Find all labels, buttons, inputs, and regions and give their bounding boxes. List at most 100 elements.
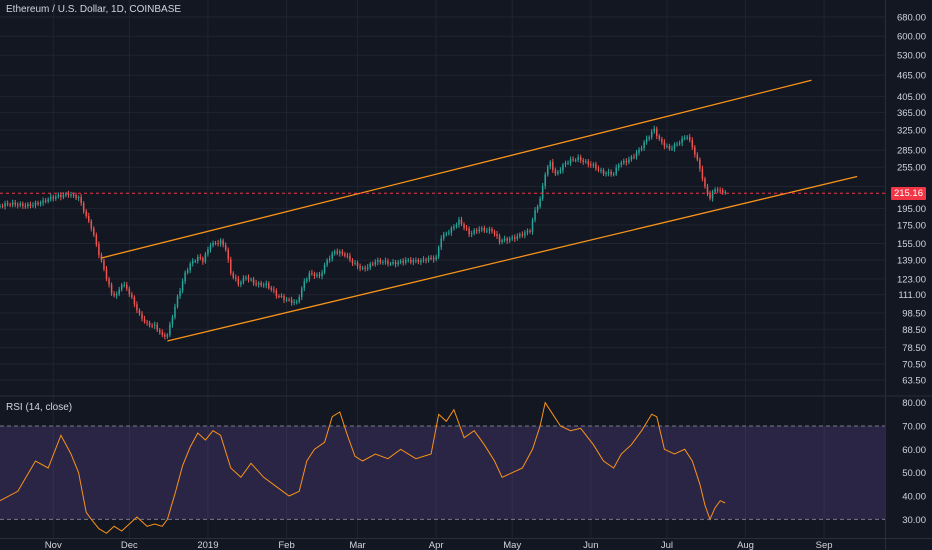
candle-body xyxy=(252,279,255,284)
rsi-tick-label: 50.00 xyxy=(902,468,926,479)
candle-body xyxy=(0,205,1,207)
candle-body xyxy=(47,199,49,202)
candle-body xyxy=(585,161,587,163)
current-price-label: 215.16 xyxy=(890,187,926,201)
candle-body xyxy=(202,258,204,262)
candle-body xyxy=(709,193,711,199)
candle-body xyxy=(75,195,77,199)
candle-body xyxy=(506,238,508,241)
candle-body xyxy=(181,281,184,291)
candle-body xyxy=(257,282,260,285)
candle-body xyxy=(199,256,202,259)
candle-body xyxy=(255,283,257,285)
price-tick-label: 139.00 xyxy=(897,256,926,267)
candle-body xyxy=(115,293,118,296)
candle-body xyxy=(60,194,62,197)
candle-body xyxy=(72,194,75,196)
candle-body xyxy=(242,277,245,283)
candle-body xyxy=(623,160,625,163)
candle-body xyxy=(470,233,473,235)
candle-body xyxy=(179,290,181,297)
candle-body xyxy=(536,206,539,211)
candle-body xyxy=(524,232,526,236)
candle-body xyxy=(539,198,541,207)
candle-body xyxy=(564,162,567,165)
candle-body xyxy=(303,281,306,289)
candle-body xyxy=(554,169,557,174)
candle-body xyxy=(364,267,366,269)
candle-body xyxy=(341,251,344,254)
candle-body xyxy=(640,147,643,150)
candle-body xyxy=(724,191,727,193)
candle-body xyxy=(501,240,503,243)
chart-title: Ethereum / U.S. Dollar, 1D, COINBASE xyxy=(6,4,182,15)
candle-body xyxy=(141,313,143,320)
candle-body xyxy=(465,227,468,229)
candle-body xyxy=(488,229,491,231)
candle-body xyxy=(285,299,288,301)
candle-body xyxy=(430,257,432,259)
candle-body xyxy=(161,332,164,335)
candle-body xyxy=(349,255,351,260)
candle-body xyxy=(369,263,371,268)
candle-body xyxy=(301,288,303,298)
candle-body xyxy=(460,219,463,225)
candle-body xyxy=(331,253,333,259)
candle-body xyxy=(87,215,90,222)
candle-body xyxy=(133,297,136,305)
candle-body xyxy=(455,224,458,227)
candle-body xyxy=(630,156,633,160)
candle-body xyxy=(440,238,442,248)
x-tick-label: Jun xyxy=(583,540,598,550)
candle-body xyxy=(143,319,146,322)
candle-body xyxy=(541,185,544,199)
candle-body xyxy=(158,330,161,333)
candle-body xyxy=(399,260,402,263)
candle-body xyxy=(151,325,153,327)
candle-body xyxy=(219,240,222,244)
candle-body xyxy=(572,159,574,161)
candle-body xyxy=(197,256,199,262)
candle-body xyxy=(110,284,113,294)
candle-body xyxy=(658,135,661,140)
channel-line-upper xyxy=(101,79,812,259)
price-tick-label: 255.00 xyxy=(897,163,926,174)
candle-body xyxy=(615,167,617,175)
candle-body xyxy=(316,274,318,277)
candle-body xyxy=(481,228,483,230)
price-tick-label: 325.00 xyxy=(897,126,926,137)
candle-body xyxy=(458,219,460,225)
candle-body xyxy=(384,260,387,262)
candle-body xyxy=(605,173,607,175)
candle-body xyxy=(22,203,24,206)
candle-body xyxy=(166,335,169,337)
candle-body xyxy=(450,228,453,233)
price-tick-label: 98.50 xyxy=(902,308,926,319)
x-tick-label: May xyxy=(503,540,521,550)
candle-body xyxy=(607,171,610,174)
candle-body xyxy=(57,194,60,197)
candle-body xyxy=(569,159,572,163)
candle-body xyxy=(574,159,577,161)
rsi-band-fill xyxy=(0,426,885,520)
candle-body xyxy=(544,174,546,186)
candle-body xyxy=(214,242,217,244)
candle-body xyxy=(628,159,630,163)
candle-body xyxy=(138,310,141,314)
candle-body xyxy=(496,234,498,237)
candle-body xyxy=(389,263,392,265)
candle-body xyxy=(212,242,214,246)
candle-body xyxy=(52,196,55,199)
candle-body xyxy=(661,139,663,143)
candle-body xyxy=(387,260,389,264)
candle-body xyxy=(503,238,506,241)
candle-body xyxy=(207,249,209,255)
candle-body xyxy=(557,171,559,174)
candle-body xyxy=(27,204,29,207)
candle-body xyxy=(531,219,534,232)
candle-body xyxy=(359,266,361,269)
candle-body xyxy=(694,147,696,155)
candle-body xyxy=(656,128,658,136)
candle-body xyxy=(645,138,648,143)
